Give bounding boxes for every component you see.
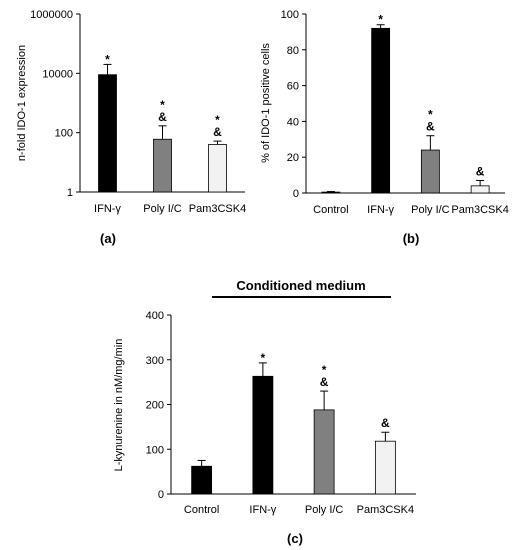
y-tick-label: 1000000 — [30, 9, 73, 21]
y-tick-label: 20 — [287, 152, 299, 164]
bar — [371, 27, 391, 194]
significance-ampersand: & — [476, 164, 485, 178]
y-tick-label: 40 — [287, 116, 299, 128]
y-tick-label: 80 — [287, 45, 299, 57]
significance-asterisk: * — [261, 351, 266, 365]
y-tick-label: 100 — [281, 9, 299, 21]
y-tick-label: 300 — [146, 355, 164, 367]
y-tick-label: 100 — [55, 128, 73, 140]
x-tick-label: Poly I/C — [305, 504, 344, 516]
x-tick-label: Control — [313, 204, 348, 216]
bar — [191, 465, 213, 495]
panel-label: (b) — [403, 231, 420, 246]
chart-panel-b: 0 20 40 60 80 100 % of IDO-1 positive cells Con… — [260, 9, 509, 246]
bar — [470, 185, 490, 194]
x-tick-label: Pam3CSK4 — [189, 203, 246, 215]
panel-label: (a) — [100, 231, 116, 246]
significance-ampersand: & — [320, 375, 329, 389]
x-tick-label: Poly I/C — [411, 204, 450, 216]
bar — [208, 144, 227, 193]
significance-asterisk: * — [160, 98, 165, 112]
x-tick-label: Control — [184, 504, 219, 516]
y-tick-label: 0 — [158, 489, 164, 501]
y-axis-label: n-fold IDO-1 expression — [16, 45, 28, 161]
bar — [252, 375, 274, 495]
significance-asterisk: * — [378, 13, 383, 27]
y-tick-label: 200 — [146, 400, 164, 412]
bar — [153, 138, 172, 193]
x-tick-label: IFN-γ — [249, 504, 276, 516]
chart-panel-c: 0 100 200 300 400 L-kynurenine in nM/mg/min Co… — [113, 278, 416, 546]
bar — [98, 74, 117, 193]
bar — [374, 440, 396, 495]
significance-ampersand: & — [381, 416, 390, 430]
x-tick-label: Poly I/C — [143, 203, 182, 215]
y-axis-label: % of IDO-1 positive cells — [260, 43, 272, 163]
significance-asterisk: * — [322, 363, 327, 377]
significance-ampersand: & — [213, 125, 222, 139]
chart-panel-a: 1 100 10000 1000000 n-fold IDO-1 expression *… — [16, 9, 246, 246]
y-tick-label: 100 — [146, 444, 164, 456]
y-tick-label: 400 — [146, 310, 164, 322]
y-tick-label: 60 — [287, 81, 299, 93]
panel-label: (c) — [287, 531, 303, 546]
y-tick-label: 1 — [67, 187, 73, 199]
y-axis-label: L-kynurenine in nM/mg/min — [113, 339, 125, 472]
significance-asterisk: * — [105, 52, 110, 66]
banner-label: Conditioned medium — [236, 278, 365, 293]
x-tick-label: IFN-γ — [94, 203, 121, 215]
x-tick-label: IFN-γ — [367, 204, 394, 216]
y-tick-label: 10000 — [42, 68, 73, 80]
y-tick-label: 0 — [293, 188, 299, 200]
significance-ampersand: & — [426, 120, 435, 134]
significance-asterisk: * — [215, 113, 220, 127]
x-tick-label: Pam3CSK4 — [357, 504, 414, 516]
x-tick-label: Pam3CSK4 — [451, 204, 508, 216]
significance-asterisk: * — [428, 108, 433, 122]
bar — [321, 191, 341, 194]
significance-ampersand: & — [158, 110, 167, 124]
bar — [420, 149, 440, 194]
bar — [313, 409, 335, 495]
